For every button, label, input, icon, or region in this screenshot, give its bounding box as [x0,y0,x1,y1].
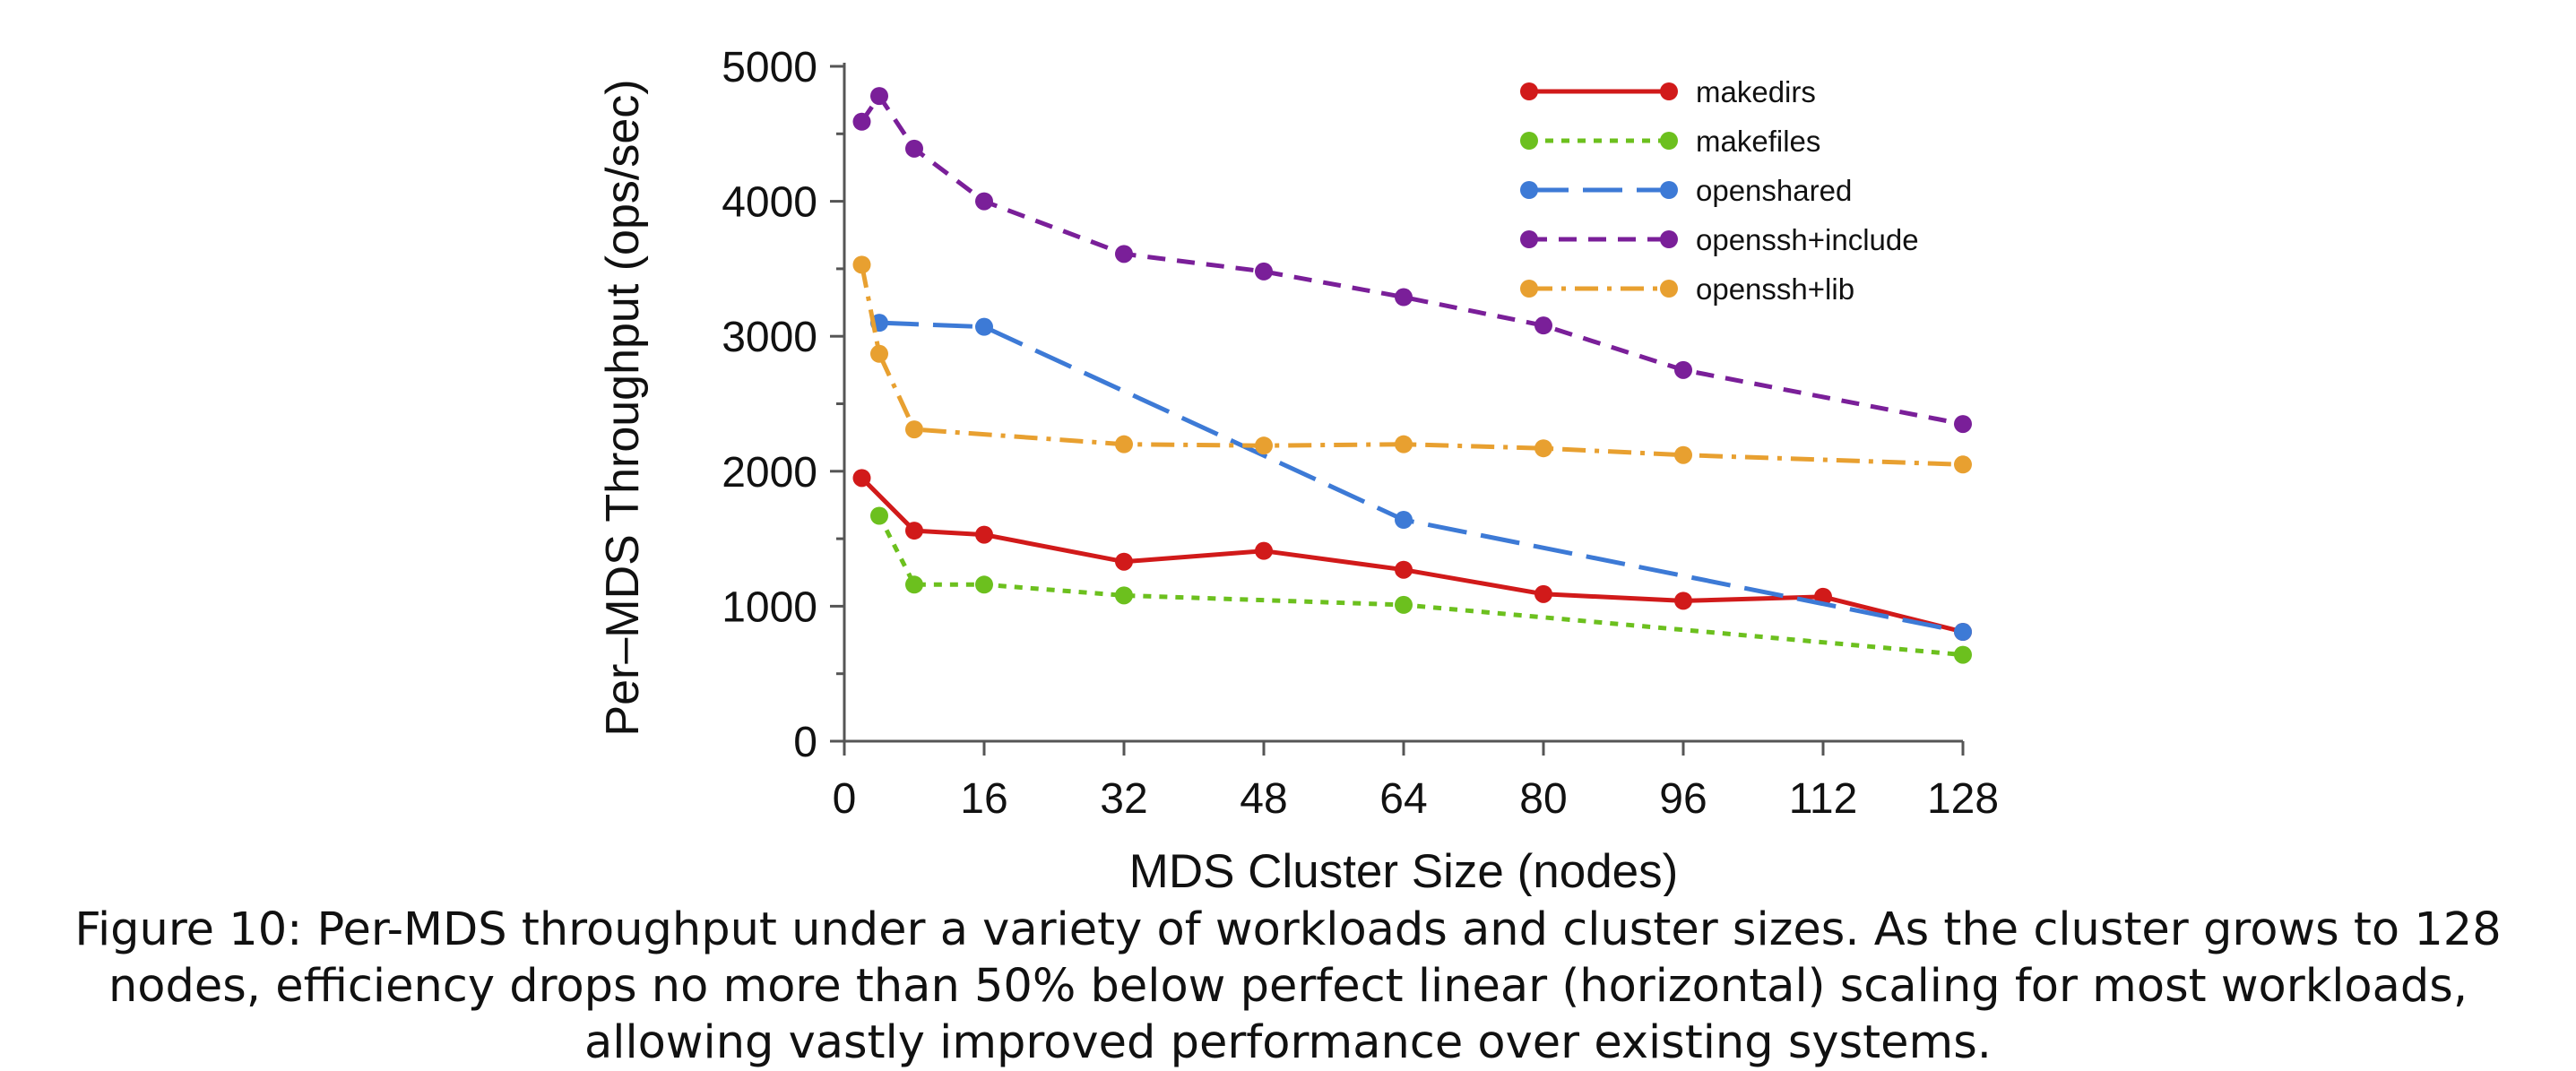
x-tick-label: 0 [833,775,857,823]
data-point [1255,262,1273,281]
legend-item: makefiles [1520,125,1820,158]
legend-marker [1520,82,1538,100]
data-point [1115,435,1133,453]
x-tick-label: 96 [1659,775,1707,823]
data-point [1954,623,1972,642]
y-tick-label: 5000 [722,44,817,91]
data-point [870,506,888,525]
y-tick-label: 1000 [722,583,817,631]
data-point [870,87,888,106]
axes: 0 1000 2000 3000 4000 5000 0 16 32 48 64 80 96 112 128 [722,44,1999,823]
x-tick-label: 16 [960,775,1007,823]
throughput-chart: 0 1000 2000 3000 4000 5000 0 16 32 48 64 80 96 112 128… [597,44,1999,896]
y-tick-label: 4000 [722,179,817,227]
legend-label: openssh+lib [1696,272,1854,306]
data-point [1395,511,1413,530]
legend-marker [1520,280,1538,298]
series-makedirs [852,469,1972,642]
legend-item: openssh+lib [1520,272,1854,306]
data-point [1115,586,1133,605]
series-line [877,514,1964,658]
data-point [975,192,993,211]
data-point [1395,288,1413,307]
data-point [975,575,993,594]
data-point [1954,455,1972,474]
series [852,87,1972,664]
data-point [1115,552,1133,571]
data-point [852,469,871,488]
data-point [1115,245,1133,263]
data-point [1674,445,1692,464]
x-tick-label: 32 [1100,775,1147,823]
data-point [1534,316,1552,335]
y-tick-label: 0 [793,719,817,766]
x-tick-label: 128 [1927,775,1999,823]
legend-marker [1520,181,1538,199]
data-point [1674,592,1692,610]
legend-item: makedirs [1520,75,1816,108]
x-axis-title: MDS Cluster Size (nodes) [1129,845,1679,896]
data-point [905,575,923,594]
data-point [975,525,993,544]
y-axis-title: Per–MDS Throughput (ops/sec) [597,79,649,736]
y-tick-label: 3000 [722,314,817,361]
data-point [870,344,888,363]
legend-marker [1660,280,1678,298]
data-point [975,317,993,336]
x-tick-label: 64 [1379,775,1427,823]
series-openssh-lib [852,255,1972,474]
y-tick-label: 2000 [722,449,817,497]
x-tick-label: 80 [1519,775,1567,823]
series-line [860,93,1964,427]
series-openssh-include [852,87,1972,434]
legend-item: openssh+include [1520,223,1919,256]
series-openshared [870,314,1972,642]
legend-item: openshared [1520,174,1852,207]
figure-caption: Figure 10: Per-MDS throughput under a va… [74,903,2502,1069]
legend-label: openssh+include [1696,223,1919,256]
series-line [860,476,1964,635]
data-point [905,420,923,439]
data-point [1395,595,1413,614]
legend-marker [1660,181,1678,199]
legend-marker [1660,132,1678,150]
x-tick-label: 48 [1240,775,1287,823]
data-point [1395,560,1413,579]
legend-label: makedirs [1696,75,1816,108]
data-point [1255,541,1273,560]
data-point [905,522,923,540]
x-tick-label: 112 [1789,775,1858,823]
legend-marker [1660,82,1678,100]
data-point [1954,645,1972,664]
series-makefiles [870,506,1972,664]
data-point [1534,584,1552,603]
legend-label: makefiles [1696,125,1820,158]
legend-marker [1660,230,1678,248]
data-point [1255,436,1273,455]
data-point [852,112,871,131]
data-point [852,255,871,274]
data-point [905,139,923,158]
legend-marker [1520,132,1538,150]
data-point [1395,435,1413,453]
data-point [1954,415,1972,434]
legend-marker [1520,230,1538,248]
data-point [1674,360,1692,379]
legend-label: openshared [1696,174,1852,207]
legend: makedirs makefiles openshared openssh+inclu… [1520,75,1919,306]
data-point [1534,439,1552,458]
series-line [878,320,1964,635]
